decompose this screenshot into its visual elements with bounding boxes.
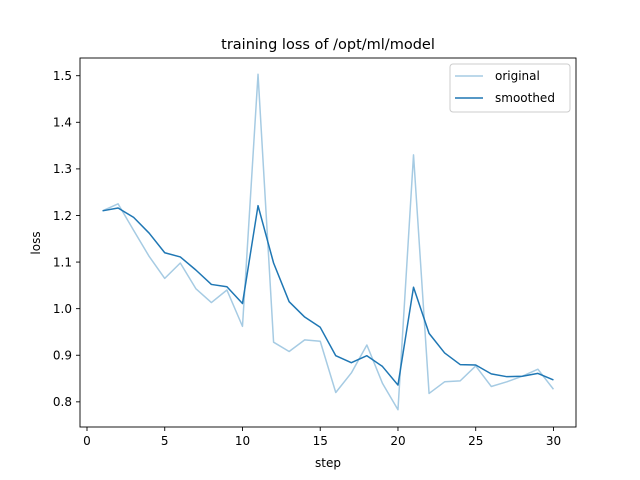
- x-tick-label: 0: [83, 434, 91, 448]
- y-tick-label: 1.1: [53, 255, 72, 269]
- y-tick-label: 0.9: [53, 349, 72, 363]
- x-tick-label: 15: [313, 434, 328, 448]
- legend: original smoothed: [449, 63, 571, 113]
- series-line-original: [102, 73, 555, 411]
- y-tick-label: 0.8: [53, 395, 72, 409]
- y-tick-label: 1.4: [53, 116, 72, 130]
- legend-label-smoothed: smoothed: [495, 91, 555, 105]
- x-tick-label: 30: [546, 434, 561, 448]
- x-tick-label: 5: [161, 434, 169, 448]
- x-tick-label: 25: [468, 434, 483, 448]
- series-line-smoothed: [102, 204, 554, 386]
- y-tick-label: 1.3: [53, 162, 72, 176]
- y-tick-label: 1.2: [53, 209, 72, 223]
- plot-frame: [79, 57, 577, 428]
- x-tick-label: 10: [235, 434, 250, 448]
- x-axis-label: step: [315, 456, 341, 470]
- legend-label-original: original: [495, 69, 540, 83]
- chart-title: training loss of /opt/ml/model: [221, 37, 435, 53]
- y-tick-label: 1.5: [53, 69, 72, 83]
- y-axis-ticks: 0.8 0.9 1.0 1.1 1.2 1.3 1.4 1.5: [53, 69, 80, 409]
- x-tick-label: 20: [390, 434, 405, 448]
- y-axis-label: loss: [29, 231, 43, 254]
- plot-lines: [102, 73, 555, 411]
- y-tick-label: 1.0: [53, 302, 72, 316]
- x-axis-ticks: 0 5 10 15 20 25 30: [83, 427, 561, 448]
